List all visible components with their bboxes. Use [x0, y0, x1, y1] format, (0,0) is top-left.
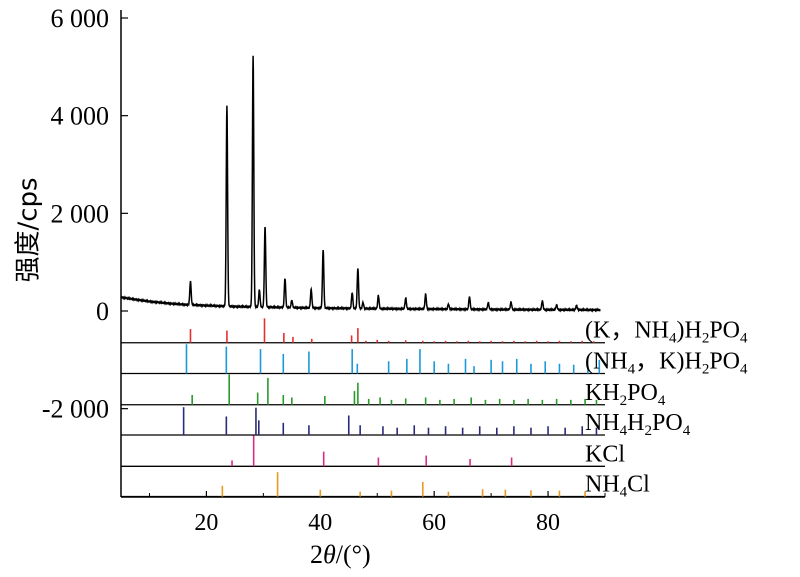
reference-label-part: KCl — [585, 441, 625, 467]
reference-label-part: 4 — [740, 331, 748, 347]
x-tick-label: 20 — [194, 510, 218, 536]
x-axis-label-suffix: /(°) — [335, 540, 371, 569]
x-tick-label: 60 — [422, 510, 446, 536]
reference-label-part: 2 — [645, 423, 653, 439]
x-ticks: 20 40 60 80 — [148, 491, 606, 536]
y-tick-label: 2 000 — [51, 199, 110, 228]
plot-frame — [120, 10, 605, 498]
reference-label-part: 2 — [702, 362, 710, 378]
reference-label: KH2PO4 — [585, 380, 666, 409]
reference-label-part: PO — [652, 410, 683, 436]
reference-pattern — [121, 472, 605, 498]
reference-pattern — [121, 374, 605, 406]
y-tick-label: 6 000 — [51, 4, 110, 33]
reference-label: (K，NH4)H2PO4 — [585, 318, 748, 347]
reference-label-part: PO — [709, 318, 740, 344]
reference-label: (NH4，K)H2PO4 — [585, 349, 748, 378]
reference-label-part: 4 — [669, 331, 677, 347]
reference-label-part: PO — [709, 349, 740, 375]
reference-label-part: (NH — [585, 349, 628, 375]
reference-label-part: H — [627, 410, 644, 436]
y-axis-label: 强度/cps — [13, 177, 44, 283]
x-axis-label-var: θ — [323, 540, 336, 569]
x-axis-label-prefix: 2 — [310, 540, 323, 569]
x-tick-label: 40 — [308, 510, 332, 536]
reference-label: KCl — [585, 441, 625, 467]
reference-label-part: )H — [677, 318, 702, 344]
reference-label-part: 4 — [658, 393, 666, 409]
reference-label-part: 2 — [702, 331, 710, 347]
reference-label-part: (K，NH — [585, 318, 669, 344]
reference-label-part: NH — [585, 472, 620, 498]
reference-label-part: PO — [627, 380, 658, 406]
y-tick-label: 4 000 — [51, 102, 110, 131]
reference-pattern — [121, 318, 605, 344]
reference-patterns — [121, 318, 605, 498]
reference-label-part: NH — [585, 410, 620, 436]
reference-label: NH4H2PO4 — [585, 410, 691, 439]
measured-pattern — [120, 55, 601, 313]
reference-labels: (K，NH4)H2PO4(NH4，K)H2PO4KH2PO4NH4H2PO4KC… — [585, 318, 748, 501]
reference-label-part: 2 — [620, 393, 628, 409]
x-tick-label: 80 — [536, 510, 560, 536]
reference-label-part: 4 — [740, 362, 748, 378]
y-ticks: 6 000 4 000 2 000 0 -2 000 — [42, 4, 128, 424]
reference-label-part: 4 — [620, 485, 628, 501]
reference-pattern — [121, 407, 605, 436]
x-axis-title: 2θ/(°) — [310, 540, 371, 570]
y-tick-label: 0 — [96, 297, 109, 326]
measured-curve — [120, 55, 601, 313]
reference-label-part: 4 — [628, 362, 636, 378]
reference-label: NH4Cl — [585, 472, 650, 501]
reference-label-part: 4 — [683, 423, 691, 439]
y-axis-title: 强度/cps — [0, 160, 44, 300]
reference-label-part: ，K)H — [635, 349, 702, 375]
y-tick-label: -2 000 — [42, 395, 109, 424]
reference-pattern — [121, 435, 605, 467]
reference-label-part: KH — [585, 380, 620, 406]
reference-pattern — [121, 344, 605, 375]
reference-label-part: Cl — [627, 472, 650, 498]
reference-label-part: 4 — [620, 423, 628, 439]
